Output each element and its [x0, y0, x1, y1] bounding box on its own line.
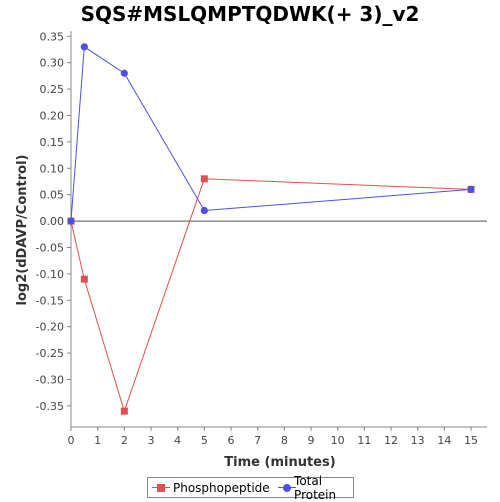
x-tick-label: 10 — [331, 434, 345, 447]
y-tick-label: 0.10 — [40, 162, 65, 175]
x-tick-label: 15 — [464, 434, 478, 447]
y-axis: 0.35 0.30 0.25 0.20 0.15 0.10 0.05 0.00 -0.05 -0.… — [36, 30, 71, 413]
y-tick-label: -0.05 — [36, 241, 64, 254]
legend-item-total-protein[interactable]: Total Protein — [277, 473, 349, 502]
x-tick-label: 6 — [228, 434, 235, 447]
square-marker-icon — [152, 483, 170, 493]
y-tick-label: 0.05 — [40, 189, 65, 202]
y-tick-label: 0.35 — [40, 30, 65, 43]
legend: Phosphopeptide Total Protein — [147, 474, 354, 502]
x-tick-label: 14 — [437, 434, 451, 447]
x-tick-label: 12 — [384, 434, 398, 447]
y-tick-label: 0.15 — [40, 136, 65, 149]
x-tick-label: 4 — [174, 434, 181, 447]
y-tick-label: -0.20 — [36, 321, 64, 334]
y-tick-label: 0.20 — [40, 109, 65, 122]
x-tick-label: 2 — [121, 434, 128, 447]
series-layer — [67, 43, 475, 415]
y-tick-label: -0.35 — [36, 400, 64, 413]
data-point-circle[interactable] — [200, 206, 208, 215]
x-tick-label: 8 — [281, 434, 288, 447]
data-point-square[interactable] — [120, 407, 128, 415]
y-tick-label: 0.25 — [40, 83, 65, 96]
y-tick-label: 0.00 — [40, 215, 65, 228]
y-tick-label: -0.15 — [36, 294, 64, 307]
data-point-circle[interactable] — [67, 217, 75, 225]
legend-label: Phosphopeptide — [173, 480, 270, 495]
legend-item-phosphopeptide[interactable]: Phosphopeptide — [152, 481, 270, 495]
series-line-phosphopeptide — [70, 178, 472, 413]
data-point-circle[interactable] — [80, 43, 88, 51]
legend-label: Total Protein — [294, 473, 337, 502]
y-axis-label: log2(dDAVP/Control) — [15, 155, 30, 306]
y-tick-label: -0.10 — [36, 268, 64, 281]
x-tick-label: 9 — [308, 434, 315, 447]
plot-area — [70, 31, 487, 428]
y-tick-label: 0.30 — [40, 57, 65, 70]
data-point-circle[interactable] — [467, 185, 475, 193]
circle-marker-icon — [277, 483, 296, 493]
y-tick-label: -0.25 — [36, 347, 64, 360]
y-tick-label: -0.30 — [36, 373, 64, 386]
x-tick-label: 5 — [201, 434, 208, 447]
x-axis-label: Time (minutes) — [224, 455, 335, 470]
chart-title: SQS#MSLQMPTQDWK(+ 3)_v2 — [80, 2, 420, 26]
data-point-circle[interactable] — [120, 69, 128, 77]
x-tick-label: 0 — [68, 434, 75, 447]
data-point-square[interactable] — [80, 275, 88, 283]
x-tick-label: 1 — [94, 434, 101, 447]
x-tick-label: 11 — [357, 434, 371, 447]
x-tick-label: 3 — [148, 434, 155, 447]
x-tick-label: 7 — [254, 434, 261, 447]
x-axis: 0 1 2 3 4 5 6 7 8 9 10 11 12 13 14 15 — [68, 427, 478, 447]
x-tick-label: 13 — [411, 434, 425, 447]
data-point-square[interactable] — [200, 175, 208, 183]
series-line-total-protein — [70, 45, 472, 222]
